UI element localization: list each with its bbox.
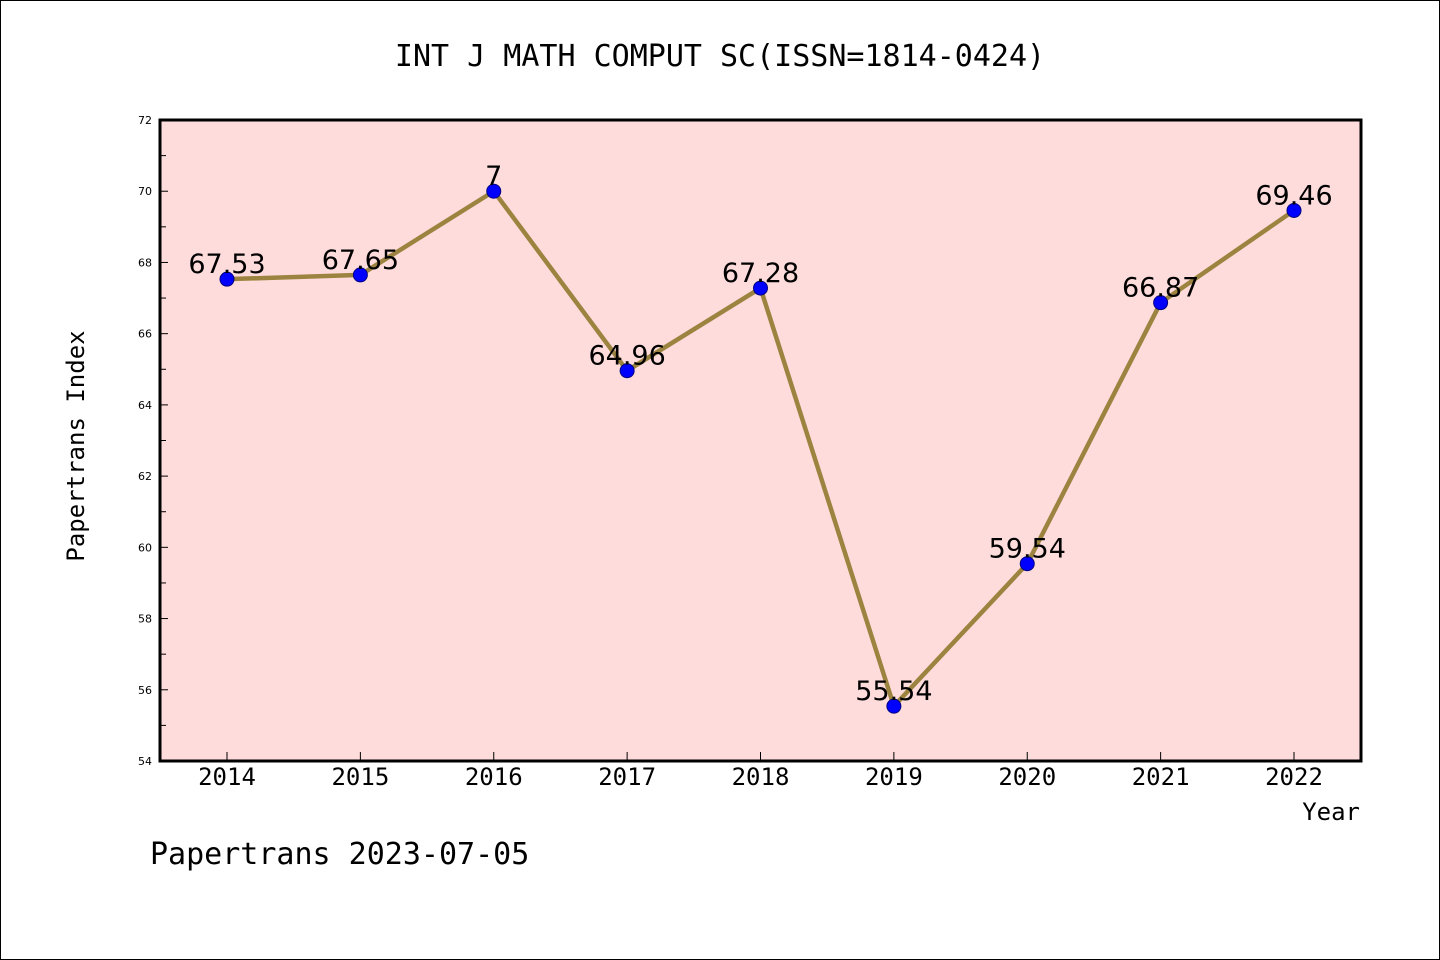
data-point-2014 (219, 271, 235, 287)
data-labels: 67.53 67.65 7 64.96 67.28 55.54 59.54 66.87 69.4… (188, 161, 1332, 707)
data-point-2021 (1153, 295, 1169, 311)
data-markers (219, 183, 1302, 714)
y-tick-label: 54 (138, 755, 152, 768)
data-label-2022: 69.46 (1255, 180, 1332, 211)
x-tick-label: 2018 (732, 763, 790, 791)
y-tick-label: 64 (138, 399, 152, 412)
y-axis-label: Papertrans Index (62, 330, 90, 561)
plot-border (158, 118, 1363, 763)
data-label-2014: 67.53 (188, 249, 265, 280)
y-tick-label: 56 (138, 684, 152, 697)
data-label-2015: 67.65 (322, 245, 399, 276)
data-point-2016 (486, 183, 502, 199)
y-tick-label: 68 (138, 256, 152, 269)
x-axis: 2014 2015 2016 2017 2018 2019 2020 2021 2022 (198, 752, 1323, 791)
y-tick-label: 72 (138, 114, 152, 127)
x-tick-label: 2020 (998, 763, 1056, 791)
data-point-2020 (1019, 556, 1035, 572)
footer-credit: Papertrans 2023-07-05 (150, 837, 529, 872)
data-label-2016: 7 (485, 161, 502, 192)
x-tick-label: 2021 (1132, 763, 1190, 791)
y-tick-label: 62 (138, 470, 152, 483)
data-point-2017 (619, 363, 635, 379)
data-label-2019: 55.54 (855, 676, 932, 707)
x-tick-label: 2019 (865, 763, 923, 791)
data-label-2017: 64.96 (588, 341, 665, 372)
x-tick-label: 2017 (598, 763, 656, 791)
data-label-2020: 59.54 (989, 534, 1066, 565)
plot-area (160, 120, 1361, 761)
data-label-2021: 66.87 (1122, 273, 1199, 304)
data-point-2022 (1286, 202, 1302, 218)
data-point-2018 (753, 280, 768, 296)
x-axis-label: Year (1302, 798, 1360, 826)
x-tick-label: 2022 (1265, 763, 1323, 791)
y-tick-label: 58 (138, 613, 152, 626)
chart-title: INT J MATH COMPUT SC(ISSN=1814-0424) (395, 39, 1045, 74)
x-tick-label: 2014 (198, 763, 256, 791)
x-tick-label: 2016 (465, 763, 523, 791)
data-point-2015 (352, 267, 368, 283)
y-tick-label: 60 (138, 541, 152, 554)
y-tick-label: 70 (138, 185, 152, 198)
data-label-2018: 67.28 (722, 258, 799, 289)
y-tick-label: 66 (138, 328, 152, 341)
data-point-2019 (886, 698, 902, 714)
x-tick-label: 2015 (331, 763, 389, 791)
